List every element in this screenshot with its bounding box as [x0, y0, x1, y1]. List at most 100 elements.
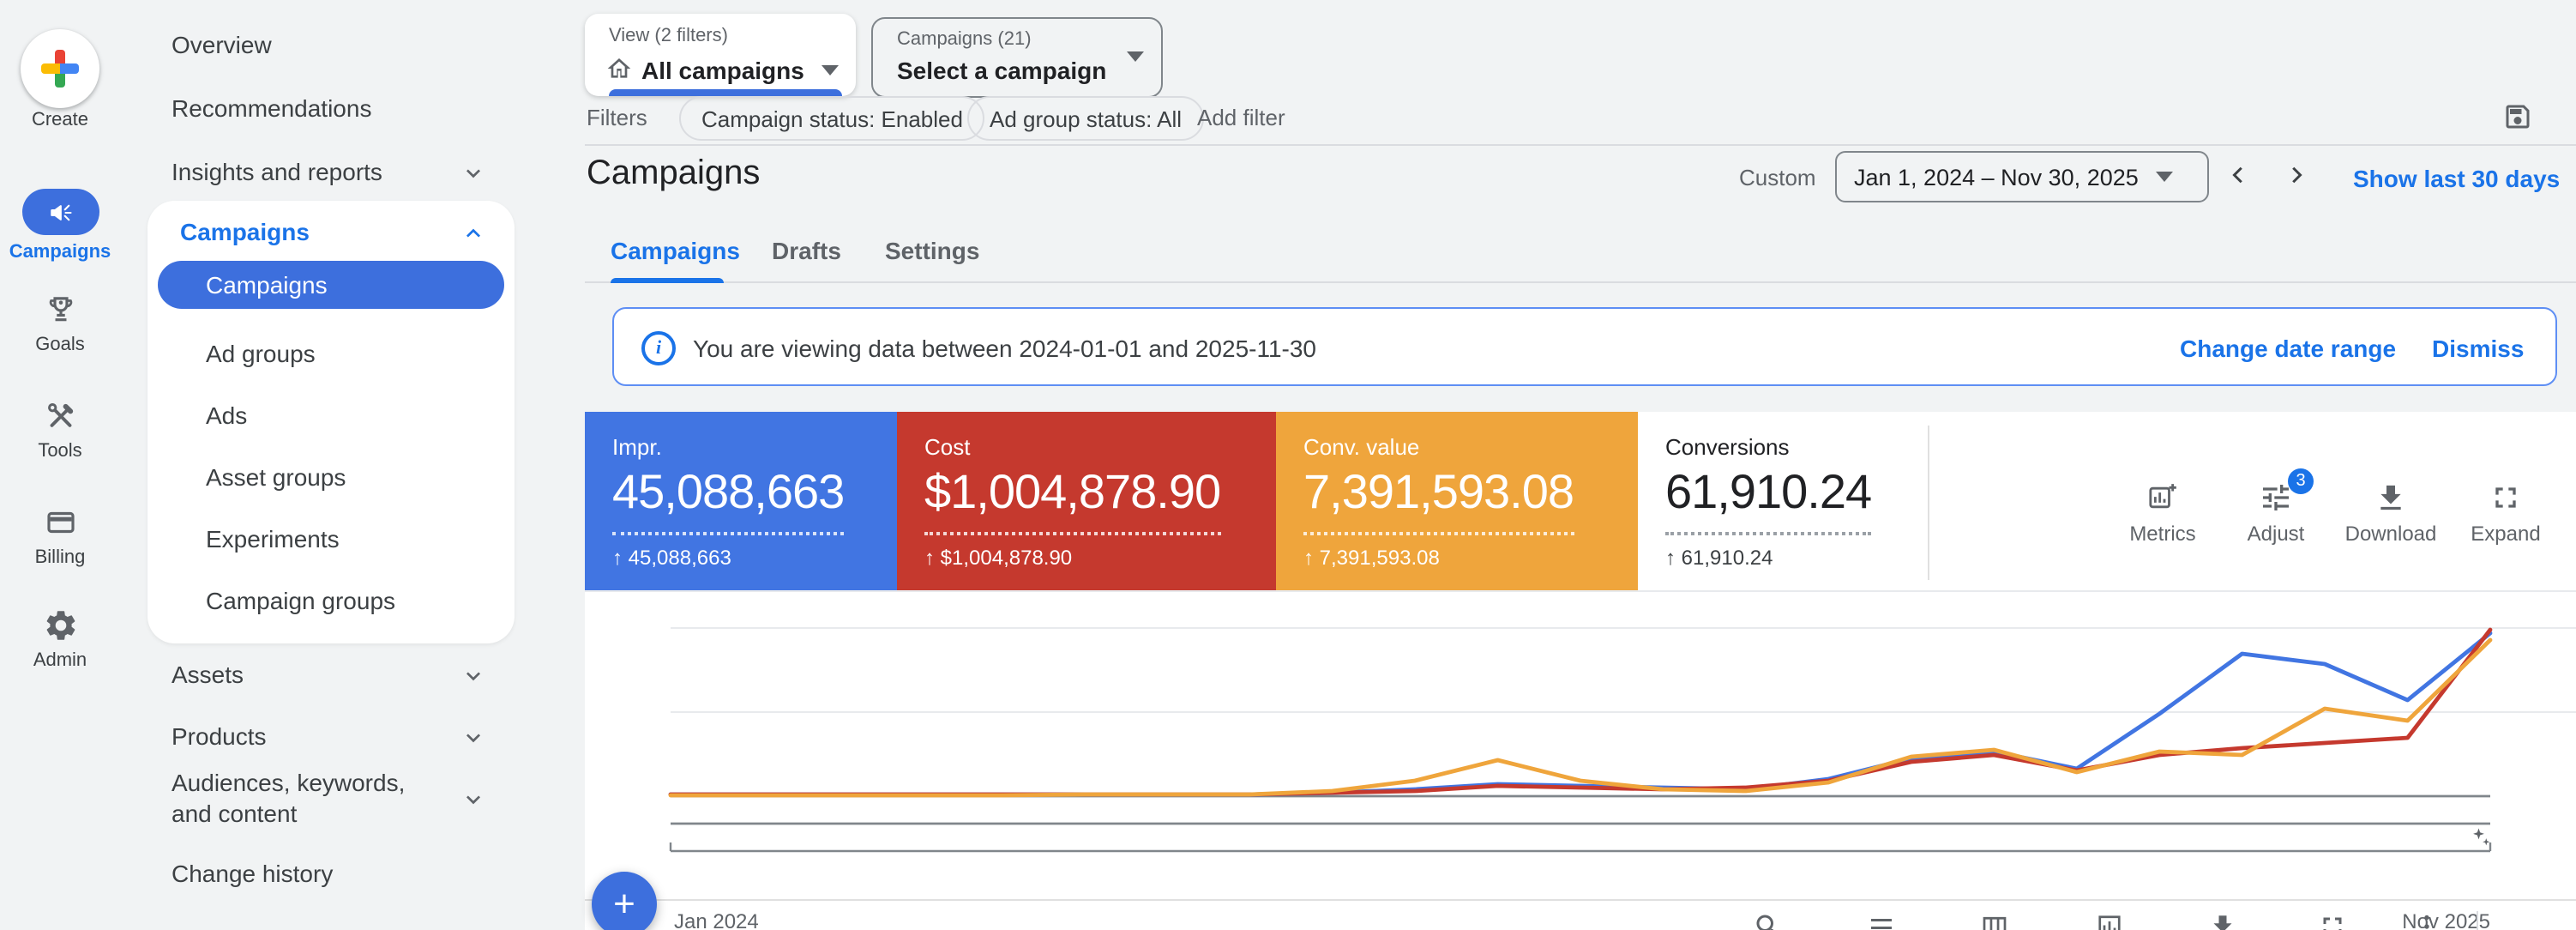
sidebar-item-audiences[interactable]: Audiences, keywords, and content: [172, 767, 449, 829]
sidebar-item-campaign-groups[interactable]: Campaign groups: [206, 587, 395, 614]
dropdown-caret-icon: [822, 65, 839, 75]
megaphone-icon: [45, 196, 76, 227]
campaign-selector-label: Campaigns (21): [897, 29, 1032, 50]
sidebar-item-ad-groups[interactable]: Ad groups: [206, 340, 316, 367]
columns-icon[interactable]: [1979, 911, 2010, 930]
tab-active-indicator: [611, 278, 724, 283]
expand-icon: [2489, 480, 2523, 515]
scorecard-conv-value[interactable]: Conv. value 7,391,593.08 ↑ 7,391,593.08: [1276, 412, 1638, 590]
search-icon[interactable]: [1753, 911, 1784, 930]
metrics-label: Metrics: [2111, 522, 2214, 546]
tools-icon[interactable]: [43, 398, 79, 434]
trophy-icon[interactable]: [43, 292, 79, 328]
sidebar-item-label: Campaigns: [206, 271, 328, 299]
rail-label-campaigns: Campaigns: [0, 242, 120, 263]
chart-icon[interactable]: [2094, 911, 2125, 930]
chevron-down-icon[interactable]: [460, 724, 487, 752]
tab-campaigns[interactable]: Campaigns: [611, 237, 740, 264]
scorecard-label: Conv. value: [1303, 434, 1638, 460]
scorecard-delta: ↑ $1,004,878.90: [924, 546, 1276, 570]
chevron-down-icon[interactable]: [460, 160, 487, 187]
sidebar-item-overview[interactable]: Overview: [172, 31, 272, 58]
scorecard-impressions[interactable]: Impr. 45,088,663 ↑ 45,088,663: [585, 412, 897, 590]
divider: [585, 590, 2576, 592]
scorecard-cost[interactable]: Cost $1,004,878.90 ↑ $1,004,878.90: [897, 412, 1276, 590]
performance-chart[interactable]: [585, 604, 2576, 899]
scorecard-label: Conversions: [1665, 434, 1928, 460]
rail-label-admin[interactable]: Admin: [0, 650, 120, 671]
segment-icon[interactable]: [1866, 911, 1897, 930]
divider: [1928, 426, 1929, 580]
scorecard-value: $1,004,878.90: [924, 465, 1220, 535]
rail-label-goals[interactable]: Goals: [0, 335, 120, 355]
filter-chip-campaign-status[interactable]: Campaign status: Enabled: [679, 96, 985, 141]
chip-label: Ad group status: All: [990, 106, 1182, 131]
billing-card-icon[interactable]: [43, 504, 79, 540]
view-selector-label: View (2 filters): [609, 26, 728, 46]
scorecard-label: Cost: [924, 434, 1276, 460]
sidebar-item-assets[interactable]: Assets: [172, 661, 244, 688]
expand-button[interactable]: Expand: [2454, 480, 2557, 546]
rail-label-tools[interactable]: Tools: [0, 441, 120, 462]
dismiss-link[interactable]: Dismiss: [2432, 335, 2524, 362]
more-icon[interactable]: [2411, 911, 2442, 930]
scorecard-value: 61,910.24: [1665, 465, 1871, 535]
divider: [585, 144, 2576, 146]
sidebar-item-campaigns-selected[interactable]: Campaigns: [158, 261, 504, 309]
divider: [585, 281, 2576, 283]
dropdown-caret-icon: [2156, 172, 2173, 182]
add-fab-button[interactable]: +: [592, 872, 657, 930]
download-icon[interactable]: [2207, 911, 2238, 930]
rail-item-campaigns[interactable]: [22, 189, 99, 235]
scorecard-conversions[interactable]: Conversions 61,910.24 ↑ 61,910.24: [1638, 412, 1928, 590]
sidebar-item-insights[interactable]: Insights and reports: [172, 158, 382, 185]
chip-label: Campaign status: Enabled: [701, 106, 963, 131]
download-button[interactable]: Download: [2339, 480, 2442, 546]
metrics-chart-icon: [2146, 480, 2180, 515]
filter-chip-ad-group-status[interactable]: Ad group status: All: [967, 96, 1204, 141]
sidebar-item-change-history[interactable]: Change history: [172, 860, 333, 887]
view-selector[interactable]: View (2 filters) All campaigns: [585, 14, 856, 96]
metrics-button[interactable]: Metrics: [2111, 480, 2214, 546]
tab-drafts[interactable]: Drafts: [772, 237, 841, 264]
save-icon[interactable]: [2502, 101, 2533, 132]
view-selector-value: All campaigns: [641, 57, 804, 84]
expand-icon[interactable]: [2317, 911, 2348, 930]
add-filter-button[interactable]: Add filter: [1197, 105, 1285, 130]
dropdown-caret-icon: [1127, 51, 1144, 62]
adjust-button[interactable]: 3 Adjust: [2224, 480, 2327, 546]
sidebar-item-asset-groups[interactable]: Asset groups: [206, 463, 346, 491]
chevron-left-icon[interactable]: [2223, 160, 2254, 190]
info-banner: i You are viewing data between 2024-01-0…: [612, 307, 2557, 386]
sidebar-item-recommendations[interactable]: Recommendations: [172, 94, 371, 122]
plus-icon: +: [613, 882, 635, 927]
sidebar-item-experiments[interactable]: Experiments: [206, 525, 340, 553]
chevron-up-icon[interactable]: [460, 220, 487, 247]
scorecard-delta: ↑ 7,391,593.08: [1303, 546, 1638, 570]
scorecard-delta: ↑ 61,910.24: [1665, 546, 1928, 570]
campaigns-summary-card: Impr. 45,088,663 ↑ 45,088,663 Cost $1,00…: [585, 412, 2576, 930]
show-last-30-days-link[interactable]: Show last 30 days: [2353, 165, 2560, 192]
sidebar-item-ads[interactable]: Ads: [206, 402, 247, 429]
scorecard-value: 7,391,593.08: [1303, 465, 1574, 535]
chevron-down-icon[interactable]: [460, 786, 487, 813]
campaign-selector-value: Select a campaign: [897, 57, 1106, 84]
daterange-value: Jan 1, 2024 – Nov 30, 2025: [1854, 164, 2139, 190]
sidebar-item-products[interactable]: Products: [172, 722, 267, 750]
daterange-dropdown[interactable]: Jan 1, 2024 – Nov 30, 2025: [1835, 151, 2209, 202]
daterange-mode: Custom: [1739, 165, 1816, 190]
campaign-selector[interactable]: Campaigns (21) Select a campaign: [871, 17, 1163, 98]
change-date-range-link[interactable]: Change date range: [2180, 335, 2396, 362]
filters-label: Filters: [587, 105, 647, 130]
adjust-label: Adjust: [2224, 522, 2327, 546]
chevron-right-icon[interactable]: [2281, 160, 2312, 190]
gear-icon[interactable]: [43, 607, 79, 643]
chevron-down-icon[interactable]: [460, 662, 487, 690]
sidebar-group-campaigns[interactable]: Campaigns: [180, 218, 310, 245]
tab-settings[interactable]: Settings: [885, 237, 979, 264]
create-button[interactable]: [21, 29, 99, 108]
rail-label-billing[interactable]: Billing: [0, 547, 120, 568]
sparkle-icon[interactable]: [2470, 825, 2494, 849]
scorecard-value: 45,088,663: [612, 465, 844, 535]
view-active-indicator: [609, 89, 842, 96]
